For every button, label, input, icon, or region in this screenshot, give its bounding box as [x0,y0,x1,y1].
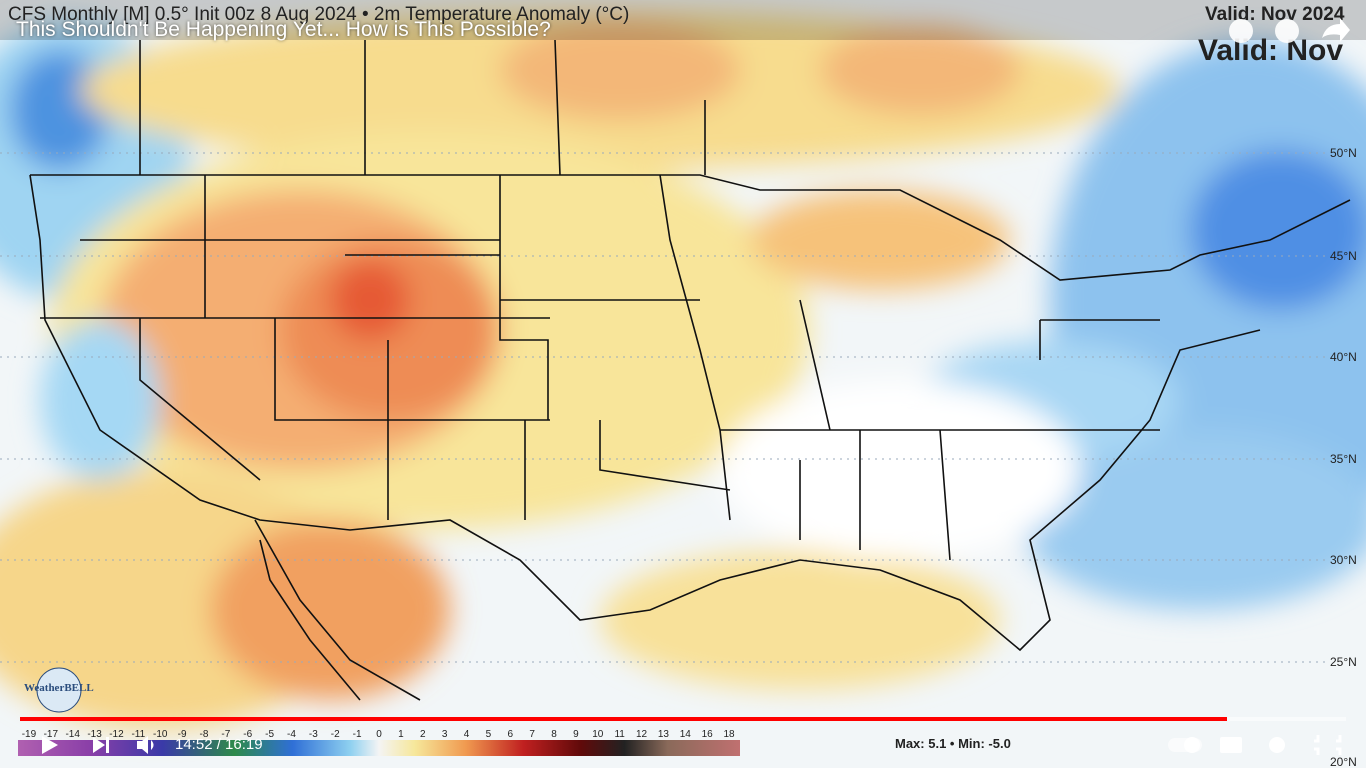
color-bar-label: -1 [353,729,362,740]
color-bar-label: 14 [680,729,692,740]
valid-label-large: Valid: Nov [1198,34,1344,67]
color-bar-label: 6 [507,729,513,740]
color-bar-label: -10 [153,729,168,740]
latitude-label: 45°N [1330,249,1357,263]
latitude-label: 50°N [1330,146,1357,160]
next-button[interactable] [93,737,109,753]
color-bar-label: 5 [486,729,492,740]
volume-button[interactable] [137,736,154,754]
color-bar-label: 10 [592,729,604,740]
anomaly-field [0,10,1366,730]
color-bar-labels: -19 -17 -14 -13 -12 -11 -10 -9 -8 -7 -6 -5 -4 -3 -2 -1 0… [22,729,735,740]
logo-text: WeatherBELL [24,682,94,694]
latitude-label: 25°N [1330,655,1357,669]
color-bar-label: 16 [702,729,714,740]
latitude-label: 40°N [1330,350,1357,364]
watch-later-button[interactable] [1275,19,1299,43]
color-bar-label: 4 [464,729,470,740]
borders [29,39,1351,701]
color-bar-label: 0 [376,729,382,740]
color-bar-label: -13 [87,729,102,740]
color-bar-label: -8 [200,729,209,740]
latitude-label: 35°N [1330,452,1357,466]
color-bar-label: 13 [658,729,670,740]
map-stats: Max: 5.1 • Min: -5.0 [895,736,1011,751]
latitude-label: 20°N [1330,755,1357,768]
color-bar-label: 8 [551,729,557,740]
color-bar-label: -5 [265,729,274,740]
color-bar-label: -17 [44,729,59,740]
progress-played [20,717,1227,721]
fullscreen-button[interactable] [1314,735,1342,755]
color-bar-label: -4 [287,729,296,740]
map-header: CFS Monthly [M] 0.5° Init 00z 8 Aug 2024… [8,4,630,25]
color-bar-label: 7 [529,729,535,740]
time-display: 14:52 / 16:19 [175,736,263,753]
color-bar-label: -3 [309,729,318,740]
color-bar-label: -12 [109,729,124,740]
color-bar-label: -11 [131,729,145,740]
color-bar-label: -9 [178,729,187,740]
logo-mark [36,667,82,713]
color-bar-label: -19 [22,729,37,740]
latitude-label: 30°N [1330,553,1357,567]
valid-label: Valid: Nov 2024 [1205,4,1345,25]
captions-button[interactable] [1220,737,1242,753]
color-bar-label: 18 [723,729,735,740]
color-bar-label: 2 [420,729,426,740]
top-gradient [0,0,1366,40]
share-button[interactable] [1322,18,1350,42]
latitude-labels: 50°N 45°N 40°N 35°N 30°N 25°N 20°N [1330,146,1357,768]
settings-button[interactable] [1269,737,1285,753]
autoplay-knob [1184,737,1200,753]
color-bar-label: 3 [442,729,448,740]
color-bar-label: -7 [221,729,230,740]
color-bar-label: 12 [636,729,648,740]
color-bar-label: 9 [573,729,579,740]
color-bar-label: 11 [614,729,625,740]
graticule [0,152,1330,663]
info-button[interactable] [1229,19,1253,43]
color-bar [18,740,740,756]
color-bar-label: -2 [331,729,340,740]
color-bar-label: -14 [65,729,80,740]
video-title[interactable]: This Shouldn't Be Happening Yet... How i… [16,18,551,41]
play-button[interactable] [42,736,58,754]
color-bar-label: -6 [243,729,252,740]
color-bar-label: 1 [398,729,404,740]
